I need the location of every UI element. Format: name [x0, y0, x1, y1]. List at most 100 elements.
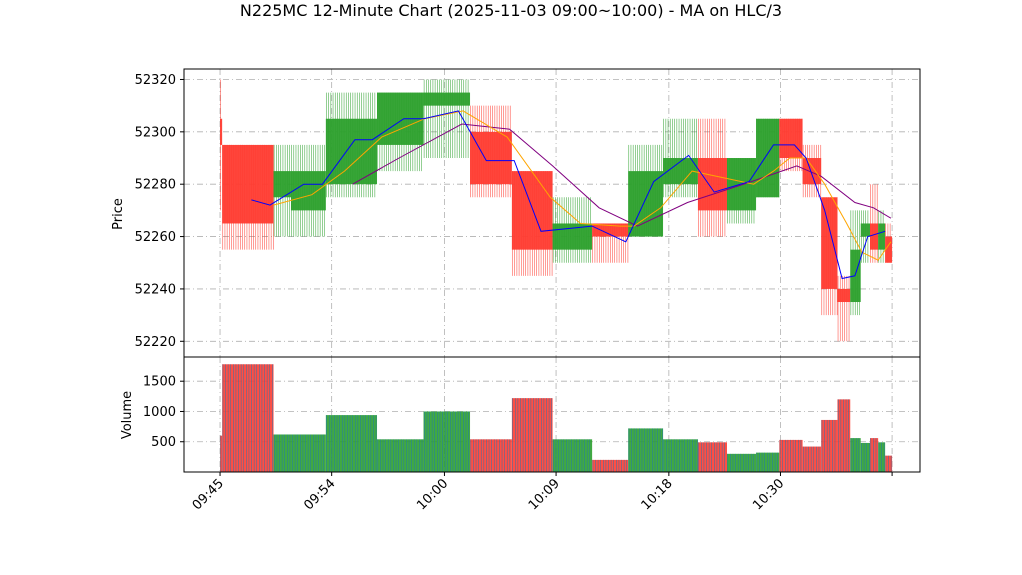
volume-bar-body [837, 399, 851, 472]
candle [726, 158, 757, 224]
candle-body [697, 158, 727, 211]
volume-bars-layer [220, 364, 893, 472]
volume-tick-label: 500 [151, 435, 176, 450]
volume-bar [592, 459, 629, 472]
candle [325, 92, 378, 198]
candle [552, 197, 593, 263]
volume-bar-body [850, 438, 861, 472]
candle-body [860, 223, 871, 237]
x-tick-label: 10:00 [414, 476, 451, 513]
volume-tick-label: 1000 [143, 405, 176, 420]
candle-body [325, 118, 378, 185]
volume-bar [470, 439, 512, 472]
price-tick-label: 52300 [135, 125, 176, 140]
volume-bar [273, 434, 326, 472]
candle-body [470, 131, 512, 185]
volume-bar-body [726, 453, 757, 472]
candle-body [552, 223, 593, 250]
volume-bar-body [860, 442, 871, 472]
candles-layer [220, 79, 893, 342]
volume-bar [837, 399, 851, 472]
volume-bar [423, 411, 471, 472]
candle-body [821, 197, 838, 289]
volume-bar [885, 455, 893, 472]
volume-y-axis-ticks: 500 1000 1500 [143, 375, 184, 450]
candle-body [423, 92, 471, 106]
volume-bar-body [423, 411, 471, 472]
volume-bar [511, 398, 553, 472]
price-grid [184, 69, 920, 357]
candle [511, 171, 553, 276]
candle-body [220, 118, 223, 145]
x-axis-ticks: 09:45 09:54 10:00 10:09 10:18 10:30 [190, 472, 893, 513]
candle [222, 144, 274, 250]
volume-bar-body [697, 442, 727, 472]
volume-bar [628, 428, 664, 472]
price-tick-label: 52320 [135, 73, 176, 88]
candle-body [870, 223, 879, 250]
volume-panel-frame [183, 356, 921, 473]
volume-bar [870, 438, 879, 472]
candle-body [802, 158, 822, 185]
chart-title: N225MC 12-Minute Chart (2025-11-03 09:00… [240, 1, 782, 20]
volume-bar-body [325, 415, 378, 472]
volume-bar [878, 442, 886, 472]
volume-bar [821, 419, 838, 472]
candle [220, 79, 223, 211]
volume-bar-body [511, 398, 553, 472]
volume-axis-label: Volume [120, 391, 135, 439]
candle [470, 105, 512, 198]
volume-bar [552, 439, 593, 472]
volume-bar-body [222, 364, 274, 472]
price-y-axis-ticks: 52220 52240 52260 52280 52300 52320 [135, 73, 184, 350]
candle-body [628, 171, 664, 237]
volume-bar-body [273, 434, 326, 472]
moving-average-lines [251, 110, 892, 280]
candle-body [290, 171, 326, 211]
volume-bar-body [592, 459, 629, 472]
candle [663, 118, 698, 198]
price-tick-label: 52220 [135, 335, 176, 350]
candle-body [779, 118, 803, 159]
volume-bar [802, 446, 822, 472]
x-tick-label: 09:45 [190, 476, 227, 513]
candle-body [273, 171, 291, 198]
candle-body [878, 223, 886, 250]
volume-bar [325, 415, 378, 472]
candle-body [592, 223, 629, 237]
volume-bar [726, 453, 757, 472]
candle-body [756, 118, 780, 198]
price-tick-label: 52280 [135, 178, 176, 193]
volume-bar [860, 442, 871, 472]
volume-bar-body [552, 439, 593, 472]
candle-body [885, 236, 893, 263]
candle [837, 275, 851, 342]
price-tick-label: 52240 [135, 282, 176, 297]
candle [821, 197, 838, 316]
candle-body [222, 144, 274, 224]
volume-bar [697, 442, 727, 472]
candle [273, 144, 291, 237]
price-tick-label: 52260 [135, 230, 176, 245]
volume-bar [663, 439, 698, 472]
ma-purple-line [352, 123, 892, 227]
price-axis-label: Price [111, 198, 126, 230]
x-tick-label: 10:18 [639, 476, 676, 513]
candle [885, 223, 893, 263]
volume-bar-body [802, 446, 822, 472]
ma-orange-line [273, 110, 892, 261]
candle-body [511, 171, 553, 250]
volume-bar-body [377, 439, 424, 472]
volume-bar [850, 438, 861, 472]
x-tick-label: 10:30 [750, 476, 787, 513]
candle-body [837, 288, 851, 303]
x-tick-label: 10:09 [526, 476, 563, 513]
ma-blue-line [251, 110, 886, 280]
volume-bar [779, 439, 803, 472]
candle [878, 210, 886, 263]
candle [802, 144, 822, 198]
x-tick-label: 09:54 [301, 476, 338, 513]
candle [870, 184, 879, 263]
candle [756, 118, 780, 198]
